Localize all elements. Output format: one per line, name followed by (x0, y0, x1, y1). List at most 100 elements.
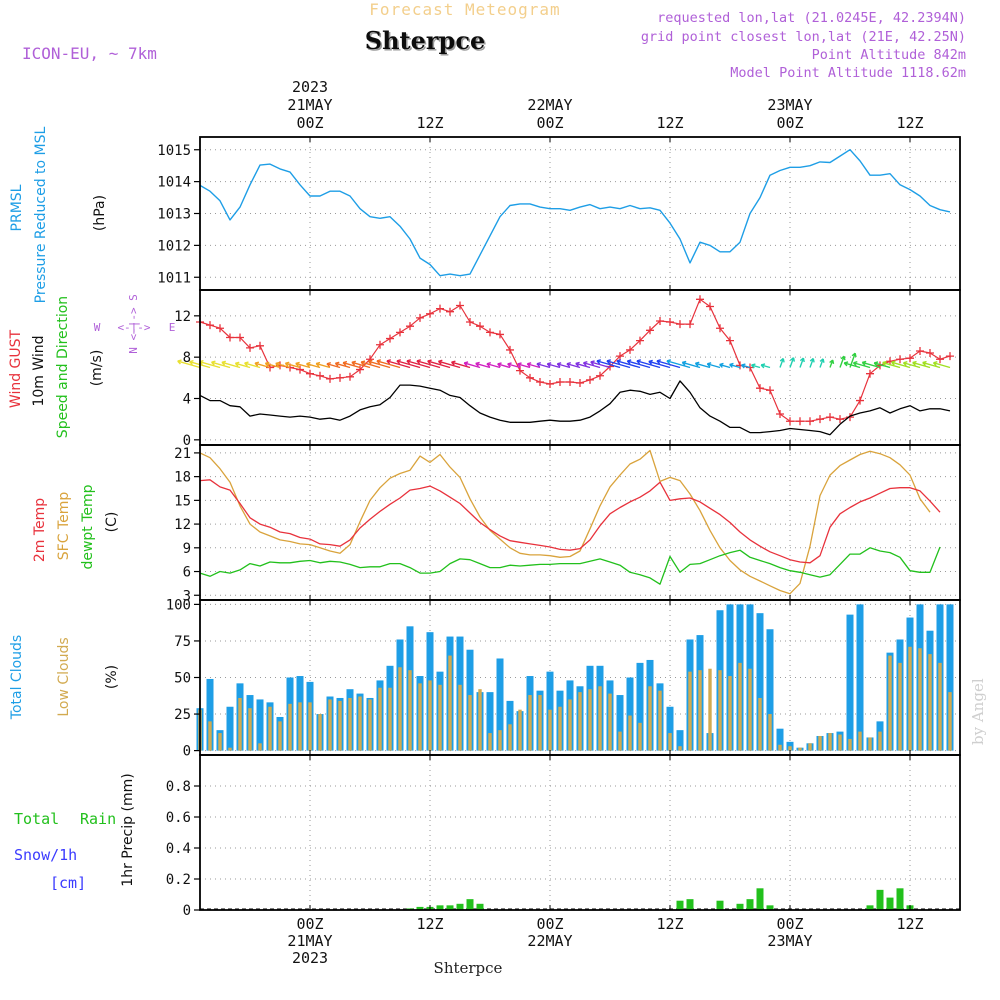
gust-point (646, 326, 654, 335)
wind-direction-arrow (616, 360, 641, 369)
low-cloud-bar (898, 662, 902, 751)
low-cloud-bar (438, 684, 442, 751)
wind-arrow-head (932, 361, 938, 367)
chart-title: Forecast Meteogram (369, 0, 560, 19)
wind-direction-arrow (575, 362, 591, 369)
wind-direction-arrow (517, 363, 531, 369)
gust-point (226, 333, 234, 342)
sfc-temp-line (199, 449, 931, 595)
grid-lines (200, 137, 960, 911)
gust-point (926, 349, 934, 358)
ytick-label: 1012 (157, 238, 191, 254)
wind-arrow-head (809, 357, 815, 363)
wind-arrow-head (386, 359, 391, 365)
rain-bar (746, 899, 754, 910)
low-cloud-bar (688, 671, 692, 751)
gust-point (906, 354, 914, 363)
low-cloud-bar (918, 648, 922, 751)
total-cloud-bar (486, 692, 494, 751)
wind-direction-arrow (912, 361, 931, 369)
wind-arrow-head (526, 362, 532, 368)
rain-bar (446, 905, 454, 910)
wind-direction-arrow (809, 358, 814, 368)
gust-point (566, 377, 574, 386)
temp-2m-label: 2m Temp (32, 498, 48, 562)
wind-direction-arrow (557, 363, 571, 369)
rain-bar (476, 903, 484, 910)
wind-unit: (m/s) (89, 350, 105, 387)
wind-direction-arrow (199, 360, 221, 369)
wind-direction-arrow (386, 360, 411, 369)
gust-point (316, 371, 324, 380)
low-cloud-bar (498, 730, 502, 751)
wind-direction-label: Speed and Direction (55, 296, 71, 438)
ytick-label: 100 (166, 597, 191, 613)
wind-arrow-head (221, 360, 226, 366)
wind-direction-arrow (335, 362, 351, 369)
wind-arrow-head (902, 361, 908, 367)
gust-point (726, 336, 734, 345)
low-cloud-bar (288, 703, 292, 751)
total-cloud-bar (756, 613, 764, 751)
gust-point (946, 352, 954, 361)
gust-point (556, 377, 564, 386)
low-cloud-bar (418, 683, 422, 751)
rain-bar (896, 888, 904, 910)
wind-arrow-head (706, 362, 712, 368)
wind-arrow-head (891, 360, 896, 366)
low-cloud-bar (908, 646, 912, 751)
gust-point (866, 369, 874, 378)
model-name: ICON-EU, ~ 7km (22, 44, 157, 63)
ytick-label: 0.6 (166, 810, 191, 826)
wind-arrow-head (211, 360, 216, 366)
wind-arrow-head (507, 362, 512, 368)
low-cloud-bar (308, 702, 312, 751)
wind-arrow-head (463, 361, 469, 367)
clouds-unit: (%) (104, 665, 120, 689)
gust-point (596, 371, 604, 380)
wind-direction-arrow (606, 360, 631, 369)
wind-arrow-head (264, 361, 270, 367)
gust-point (776, 410, 784, 418)
total-cloud-bar (496, 658, 504, 751)
gust-point (306, 369, 314, 378)
gust-point (336, 373, 344, 382)
wind-direction-arrow (285, 362, 301, 369)
wind-arrow-head (779, 357, 785, 363)
wind-direction-arrow (497, 363, 511, 369)
ytick-label: 0.4 (166, 841, 191, 857)
rain-bar (886, 897, 894, 910)
axis-labels: 1011101210131014101504812369121518210255… (8, 78, 924, 967)
gust-point (756, 384, 764, 393)
ytick-label: 3 (183, 588, 191, 604)
low-cloud-bar (528, 695, 532, 751)
wind-arrow-head (326, 362, 331, 368)
rain-bar (736, 903, 744, 910)
wind-arrow-head (517, 362, 522, 368)
top-year-label: 2023 (292, 78, 328, 96)
wind-arrow-head (829, 359, 835, 365)
wind-direction-arrow (451, 361, 471, 369)
low-cloud-bar (458, 684, 462, 751)
wind-direction-arrow (853, 362, 871, 369)
author-signature: by Angel (969, 678, 987, 745)
low-cloud-bar (778, 744, 782, 751)
wind-direction-arrow (729, 363, 741, 369)
wind-arrow-head (861, 360, 867, 366)
low-cloud-bar (368, 699, 372, 751)
wind-arrow-head (360, 360, 366, 366)
low-cloud-bar (938, 662, 942, 751)
low-cloud-bar (718, 670, 722, 751)
ytick-label: 4 (183, 392, 191, 408)
gust-point (666, 318, 674, 327)
low-cloud-bar (408, 670, 412, 751)
wind-direction-arrow (265, 362, 281, 369)
compass-vertical: N <-|-> S (127, 294, 140, 354)
low-cloud-bar (358, 696, 362, 751)
snow-label: Snow/1h (14, 846, 77, 864)
ytick-label: 6 (183, 565, 191, 581)
total-rain-label-total: Total (14, 810, 59, 828)
gust-point (206, 321, 214, 330)
low-cloud-bar (488, 733, 492, 751)
